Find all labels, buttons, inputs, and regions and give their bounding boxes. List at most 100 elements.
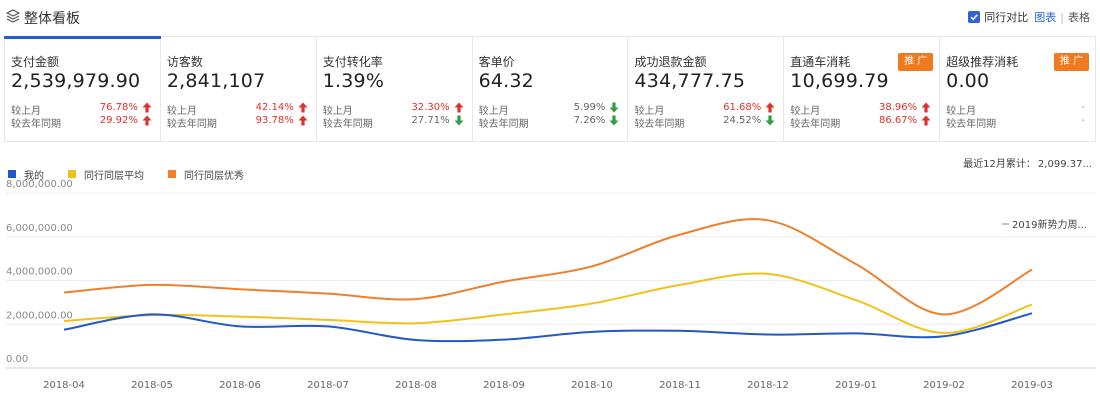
compare-percent: 24.52% — [723, 115, 762, 126]
panel-header: 整体看板 同行对比 图表 | 表格 — [0, 0, 1100, 34]
y-tick-label: 8,000,000.00 — [6, 180, 73, 190]
promote-button[interactable]: 推 广 — [898, 53, 934, 71]
metric-name: 客单价 — [478, 55, 515, 69]
series-tag-marker — [1002, 222, 1009, 225]
year-over-year-row: 较去年同期 - — [946, 115, 1089, 130]
legend-item[interactable]: 同行同层平均 — [68, 167, 144, 182]
compare-label: 较去年同期 — [790, 119, 841, 130]
arrow-up-icon — [298, 115, 308, 126]
trend-line-chart: 0.00 2,000,000.00 4,000,000.00 6,000,000.00… — [6, 180, 1096, 391]
compare-label: 较去年同期 — [166, 119, 217, 130]
metric-card[interactable]: 访客数 2,841,107 较上月 42.14% 较去年同期 93.78% — [161, 37, 317, 141]
arrow-up-icon — [142, 102, 152, 113]
summary-value: 2,099.37... — [1037, 159, 1092, 170]
y-tick-label: 4,000,000.00 — [6, 267, 73, 278]
chart-view-link[interactable]: 图表 — [1034, 11, 1057, 24]
series-line — [63, 218, 1033, 316]
x-tick-label: 2018-08 — [395, 380, 437, 391]
x-tick-label: 2018-11 — [659, 380, 701, 391]
compare-percent: 38.96% — [879, 102, 918, 113]
compare-label: 较上月 — [11, 106, 41, 117]
arrow-up-icon — [454, 102, 464, 113]
x-tick-label: 2019-03 — [1011, 380, 1053, 391]
x-tick-label: 2018-04 — [43, 380, 85, 391]
y-tick-label: 0.00 — [6, 354, 28, 365]
compare-label: 较上月 — [166, 106, 197, 117]
metric-card[interactable]: 支付转化率 1.39% 较上月 32.30% 较去年同期 27.71% — [317, 37, 473, 141]
compare-label: 较去年同期 — [11, 119, 61, 130]
view-separator: | — [1060, 10, 1064, 24]
legend-swatch — [8, 170, 16, 178]
compare-label: 较上月 — [322, 106, 353, 117]
y-tick-label: 6,000,000.00 — [6, 223, 73, 234]
metric-value: 434,777.75 — [634, 70, 746, 92]
compare-label: 较去年同期 — [322, 119, 373, 130]
x-tick-label: 2018-10 — [571, 380, 613, 391]
metric-name: 成功退款金额 — [634, 55, 707, 69]
legend-item[interactable]: 同行同层优秀 — [168, 167, 244, 182]
year-over-year-row: 较去年同期 27.71% — [322, 115, 466, 130]
table-view-link[interactable]: 表格 — [1068, 11, 1090, 24]
compare-percent: 93.78% — [255, 115, 294, 126]
legend-swatch — [68, 170, 76, 178]
legend-label: 我的 — [24, 170, 44, 182]
compare-percent: 29.92% — [99, 115, 138, 126]
promote-button[interactable]: 推 广 — [1054, 53, 1090, 71]
series-line — [63, 272, 1033, 335]
compare-label: 较去年同期 — [634, 119, 685, 130]
y-tick-label: 2,000,000.00 — [6, 310, 73, 321]
month-over-month-row: 较上月 5.99% — [479, 102, 622, 117]
arrow-up-icon — [921, 115, 931, 126]
compare-percent: 32.30% — [411, 102, 450, 113]
metric-name: 支付转化率 — [322, 55, 383, 69]
month-over-month-row: 较上月 38.96% — [790, 102, 933, 117]
series-tag[interactable]: 2019新势力周... — [1002, 216, 1087, 231]
legend-label: 同行同层优秀 — [184, 170, 244, 182]
compare-percent: - — [1081, 115, 1086, 126]
metric-value: 64.32 — [478, 70, 534, 92]
metric-value: 10,699.79 — [790, 70, 889, 92]
arrow-up-icon — [921, 102, 931, 113]
metric-card[interactable]: 直通车消耗 10,699.79 推 广 较上月 38.96% 较去年同期 86.… — [784, 37, 941, 141]
arrow-down-icon — [454, 115, 464, 126]
x-tick-label: 2019-02 — [923, 380, 965, 391]
month-over-month-row: 较上月 - — [946, 102, 1089, 117]
arrow-up-icon — [142, 115, 152, 126]
metric-value: 1.39% — [322, 70, 385, 92]
x-tick-label: 2018-07 — [307, 380, 349, 391]
arrow-up-icon — [765, 102, 775, 113]
chart-legend: 我的 同行同层平均 同行同层优秀 — [8, 167, 268, 182]
metric-value: 2,841,107 — [166, 70, 266, 92]
year-over-year-row: 较去年同期 7.26% — [479, 115, 622, 130]
metric-card[interactable]: 超级推荐消耗 0.00 推 广 较上月 - 较去年同期 - — [940, 37, 1095, 141]
check-icon — [970, 14, 979, 21]
month-over-month-row: 较上月 61.68% — [634, 102, 777, 117]
month-over-month-row: 较上月 76.78% — [11, 102, 154, 117]
compare-label[interactable]: 同行对比 — [984, 11, 1029, 24]
metric-value: 0.00 — [946, 70, 990, 92]
metric-name: 支付金额 — [11, 55, 60, 69]
compare-percent: 76.78% — [99, 102, 138, 113]
metric-card[interactable]: 支付金额 2,539,979.90 较上月 76.78% 较去年同期 29.92… — [4, 36, 161, 141]
series-line — [63, 312, 1033, 343]
compare-label: 较上月 — [946, 106, 977, 117]
year-over-year-row: 较去年同期 93.78% — [166, 115, 310, 130]
compare-percent: 42.14% — [255, 102, 294, 113]
compare-label: 较上月 — [634, 106, 665, 117]
metric-name: 直通车消耗 — [790, 55, 851, 69]
x-tick-label: 2018-12 — [747, 380, 789, 391]
metric-cards: 支付金额 2,539,979.90 较上月 76.78% 较去年同期 29.92… — [4, 36, 1096, 142]
compare-checkbox[interactable] — [968, 11, 981, 23]
year-over-year-row: 较去年同期 29.92% — [11, 115, 154, 130]
metric-card[interactable]: 客单价 64.32 较上月 5.99% 较去年同期 7.26% — [473, 37, 629, 141]
layers-icon — [6, 9, 20, 23]
metric-card[interactable]: 成功退款金额 434,777.75 较上月 61.68% 较去年同期 24.52… — [628, 37, 785, 141]
metric-value: 2,539,979.90 — [11, 70, 141, 92]
page-title: 整体看板 — [24, 11, 80, 27]
x-tick-label: 2019-01 — [835, 380, 877, 391]
legend-item[interactable]: 我的 — [8, 167, 44, 182]
x-tick-label: 2018-05 — [131, 380, 173, 391]
series-tag-label: 2019新势力周... — [1012, 220, 1087, 231]
compare-percent: 61.68% — [723, 102, 762, 113]
year-over-year-row: 较去年同期 24.52% — [634, 115, 777, 130]
